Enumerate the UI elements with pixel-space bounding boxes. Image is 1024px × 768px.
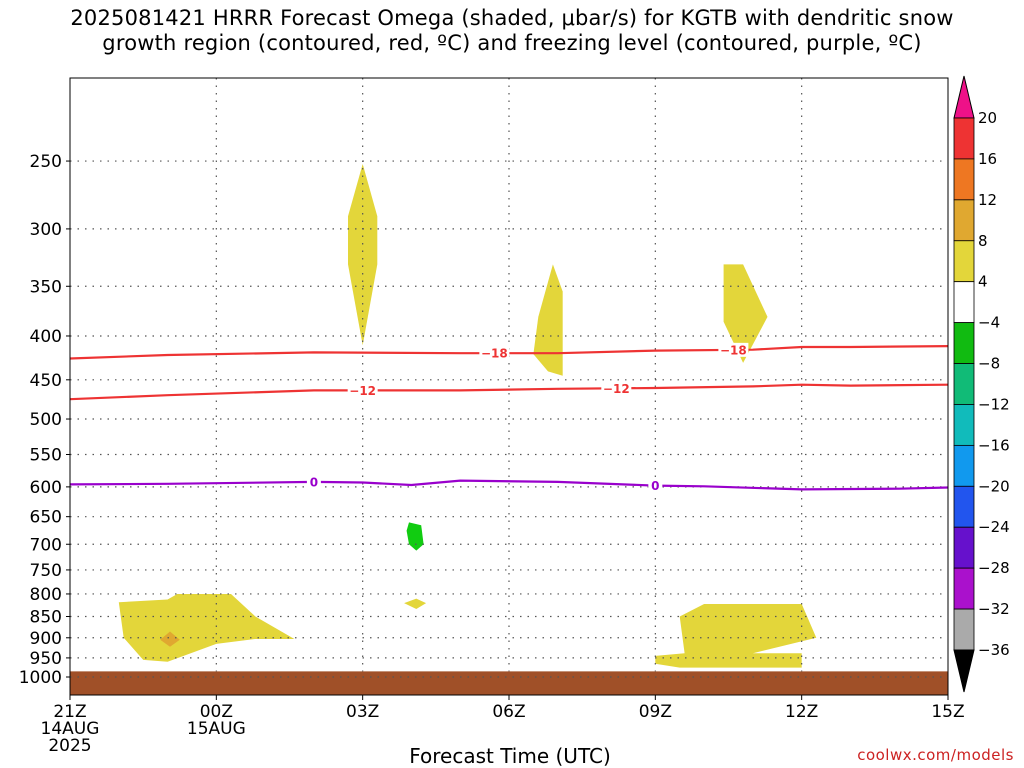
y-tick-label: 300 bbox=[30, 220, 62, 240]
y-tick-label: 450 bbox=[30, 371, 62, 391]
x-tick-label: 09Z bbox=[639, 702, 672, 722]
contour-line-0 bbox=[69, 345, 949, 360]
x-tick-label: 06Z bbox=[492, 702, 525, 722]
contour-label-bg bbox=[648, 478, 663, 493]
colorbar-label: −8 bbox=[978, 355, 1000, 373]
omega-shaded-area-6 bbox=[404, 598, 427, 609]
colorbar-bin bbox=[953, 404, 975, 446]
x-tick-label-line: 03Z bbox=[346, 702, 379, 722]
contour-label: −12 bbox=[349, 384, 376, 398]
y-tick-label: 800 bbox=[30, 585, 62, 605]
colorbar-bin bbox=[953, 444, 975, 487]
colorbar-label: 4 bbox=[978, 273, 988, 291]
omega-shaded-area-2 bbox=[723, 264, 768, 363]
contour-label: −18 bbox=[720, 343, 747, 357]
colorbar-label: −12 bbox=[978, 395, 1010, 413]
colorbar-bin bbox=[953, 240, 975, 283]
colorbar-label: −4 bbox=[978, 314, 1000, 332]
contour-label: −18 bbox=[481, 347, 508, 361]
chart-title-line1: 2025081421 HRRR Forecast Omega (shaded, … bbox=[70, 6, 954, 30]
contour-label-bg bbox=[479, 346, 510, 361]
contour-label: −12 bbox=[603, 382, 630, 396]
contour-label: 0 bbox=[310, 475, 318, 489]
y-tick-label: 350 bbox=[30, 277, 62, 297]
colorbar-label: 8 bbox=[978, 232, 988, 250]
colorbar-bin bbox=[953, 608, 975, 651]
y-tick-label: 250 bbox=[30, 152, 62, 172]
x-tick-label: 03Z bbox=[346, 702, 379, 722]
y-tick-label: 750 bbox=[30, 561, 62, 581]
colorbar-bin bbox=[953, 485, 975, 528]
x-tick-label-line: 2025 bbox=[48, 736, 91, 756]
x-tick-label: 21Z 14AUG 2025 bbox=[41, 702, 100, 756]
omega-shaded-area-4 bbox=[655, 604, 817, 668]
y-tick-label: 550 bbox=[30, 445, 62, 465]
colorbar-label: −20 bbox=[978, 477, 1010, 495]
y-tick-label: 900 bbox=[30, 629, 62, 649]
colorbar-bin bbox=[953, 322, 975, 364]
x-tick-label-line: 14AUG bbox=[41, 719, 100, 739]
y-tick-label: 650 bbox=[30, 508, 62, 528]
x-tick-label: 00Z 15AUG bbox=[187, 702, 246, 739]
omega-shaded-area-0 bbox=[348, 164, 378, 346]
y-tick-label: 700 bbox=[30, 535, 62, 555]
colorbar-bin bbox=[953, 281, 975, 324]
chart-title-line2: growth region (contoured, red, ºC) and f… bbox=[102, 31, 922, 55]
colorbar-bin bbox=[953, 567, 975, 610]
x-tick-label-line: 15Z bbox=[931, 702, 964, 722]
colorbar-bin bbox=[953, 526, 975, 569]
x-tick-label-line: 09Z bbox=[639, 702, 672, 722]
x-axis-label: Forecast Time (UTC) bbox=[409, 744, 611, 768]
colorbar-label: −24 bbox=[978, 518, 1010, 536]
terrain-fill bbox=[70, 671, 948, 695]
colorbar-top-triangle bbox=[953, 75, 975, 119]
contour-label-bg bbox=[601, 381, 632, 396]
contour-label: 0 bbox=[651, 479, 659, 493]
omega-shaded-area-3 bbox=[118, 594, 295, 662]
colorbar-label: −32 bbox=[978, 600, 1010, 618]
x-tick-label-line: 06Z bbox=[492, 702, 525, 722]
colorbar-bin bbox=[953, 363, 975, 405]
colorbar-bottom-triangle bbox=[953, 649, 975, 693]
x-tick-label-line: 00Z bbox=[200, 702, 233, 722]
y-tick-label: 400 bbox=[30, 327, 62, 347]
x-tick-label: 15Z bbox=[931, 702, 964, 722]
x-tick-label: 12Z bbox=[785, 702, 818, 722]
colorbar-bin bbox=[953, 117, 975, 160]
omega-shaded-area-7 bbox=[406, 522, 424, 551]
credit-text: coolwx.com/models bbox=[857, 746, 1014, 764]
contour-label-bg bbox=[306, 474, 321, 489]
y-tick-label: 850 bbox=[30, 608, 62, 628]
colorbar-bin bbox=[953, 158, 975, 201]
colorbar-label: 20 bbox=[978, 109, 997, 127]
colorbar-label: 16 bbox=[978, 150, 997, 168]
colorbar-label: −36 bbox=[978, 641, 1010, 659]
x-tick-label-line: 21Z bbox=[53, 702, 86, 722]
omega-shaded-area-1 bbox=[533, 264, 563, 376]
colorbar-bin bbox=[953, 199, 975, 242]
y-tick-label: 600 bbox=[30, 478, 62, 498]
y-tick-label: 500 bbox=[30, 410, 62, 430]
x-tick-label-line: 15AUG bbox=[187, 719, 246, 739]
contour-label-bg bbox=[347, 383, 378, 398]
y-tick-label: 950 bbox=[30, 649, 62, 669]
colorbar-label: −16 bbox=[978, 436, 1010, 454]
contour-line-2 bbox=[69, 479, 949, 491]
y-tick-label: 1000 bbox=[19, 668, 62, 688]
omega-shaded-area-5 bbox=[160, 631, 180, 647]
x-tick-label-line: 12Z bbox=[785, 702, 818, 722]
contour-label-bg bbox=[718, 342, 749, 357]
colorbar-label: 12 bbox=[978, 191, 997, 209]
colorbar-label: −28 bbox=[978, 559, 1010, 577]
chart-title: 2025081421 HRRR Forecast Omega (shaded, … bbox=[0, 6, 1024, 56]
